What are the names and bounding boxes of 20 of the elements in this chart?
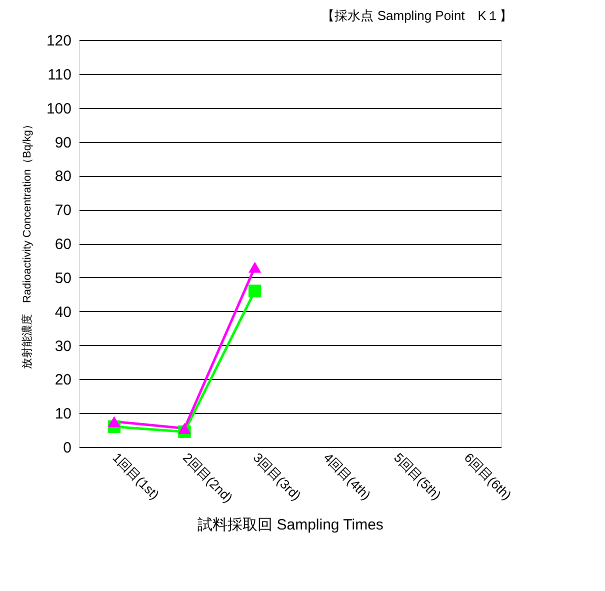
y-tick-label: 30 xyxy=(54,338,72,355)
point xyxy=(248,262,262,273)
y-tick-label: 40 xyxy=(54,304,72,321)
x-axis-title: 試料採取回 Sampling Times xyxy=(198,516,384,534)
y-tick-label: 70 xyxy=(54,202,72,220)
point xyxy=(248,284,262,298)
chart-title: 【採水点 Sampling Point K１】 xyxy=(322,8,512,23)
point xyxy=(178,422,191,434)
y-tick-label: 50 xyxy=(54,270,72,287)
y-tick-label: 10 xyxy=(54,406,72,423)
y-tick-label: 0 xyxy=(63,440,72,456)
y-tick-label: 60 xyxy=(54,236,72,253)
y-tick-label: 100 xyxy=(46,100,72,118)
y-tick-label: 120 xyxy=(46,32,72,50)
y-tick-label: 110 xyxy=(48,66,72,84)
y-tick-label: 90 xyxy=(54,134,72,152)
y-axis-title: 放射能濃度 Radioactivity Concentration（Bq/kg） xyxy=(20,118,34,370)
y-tick-label: 80 xyxy=(54,168,72,186)
point xyxy=(108,416,120,428)
y-tick-label: 20 xyxy=(54,372,72,389)
